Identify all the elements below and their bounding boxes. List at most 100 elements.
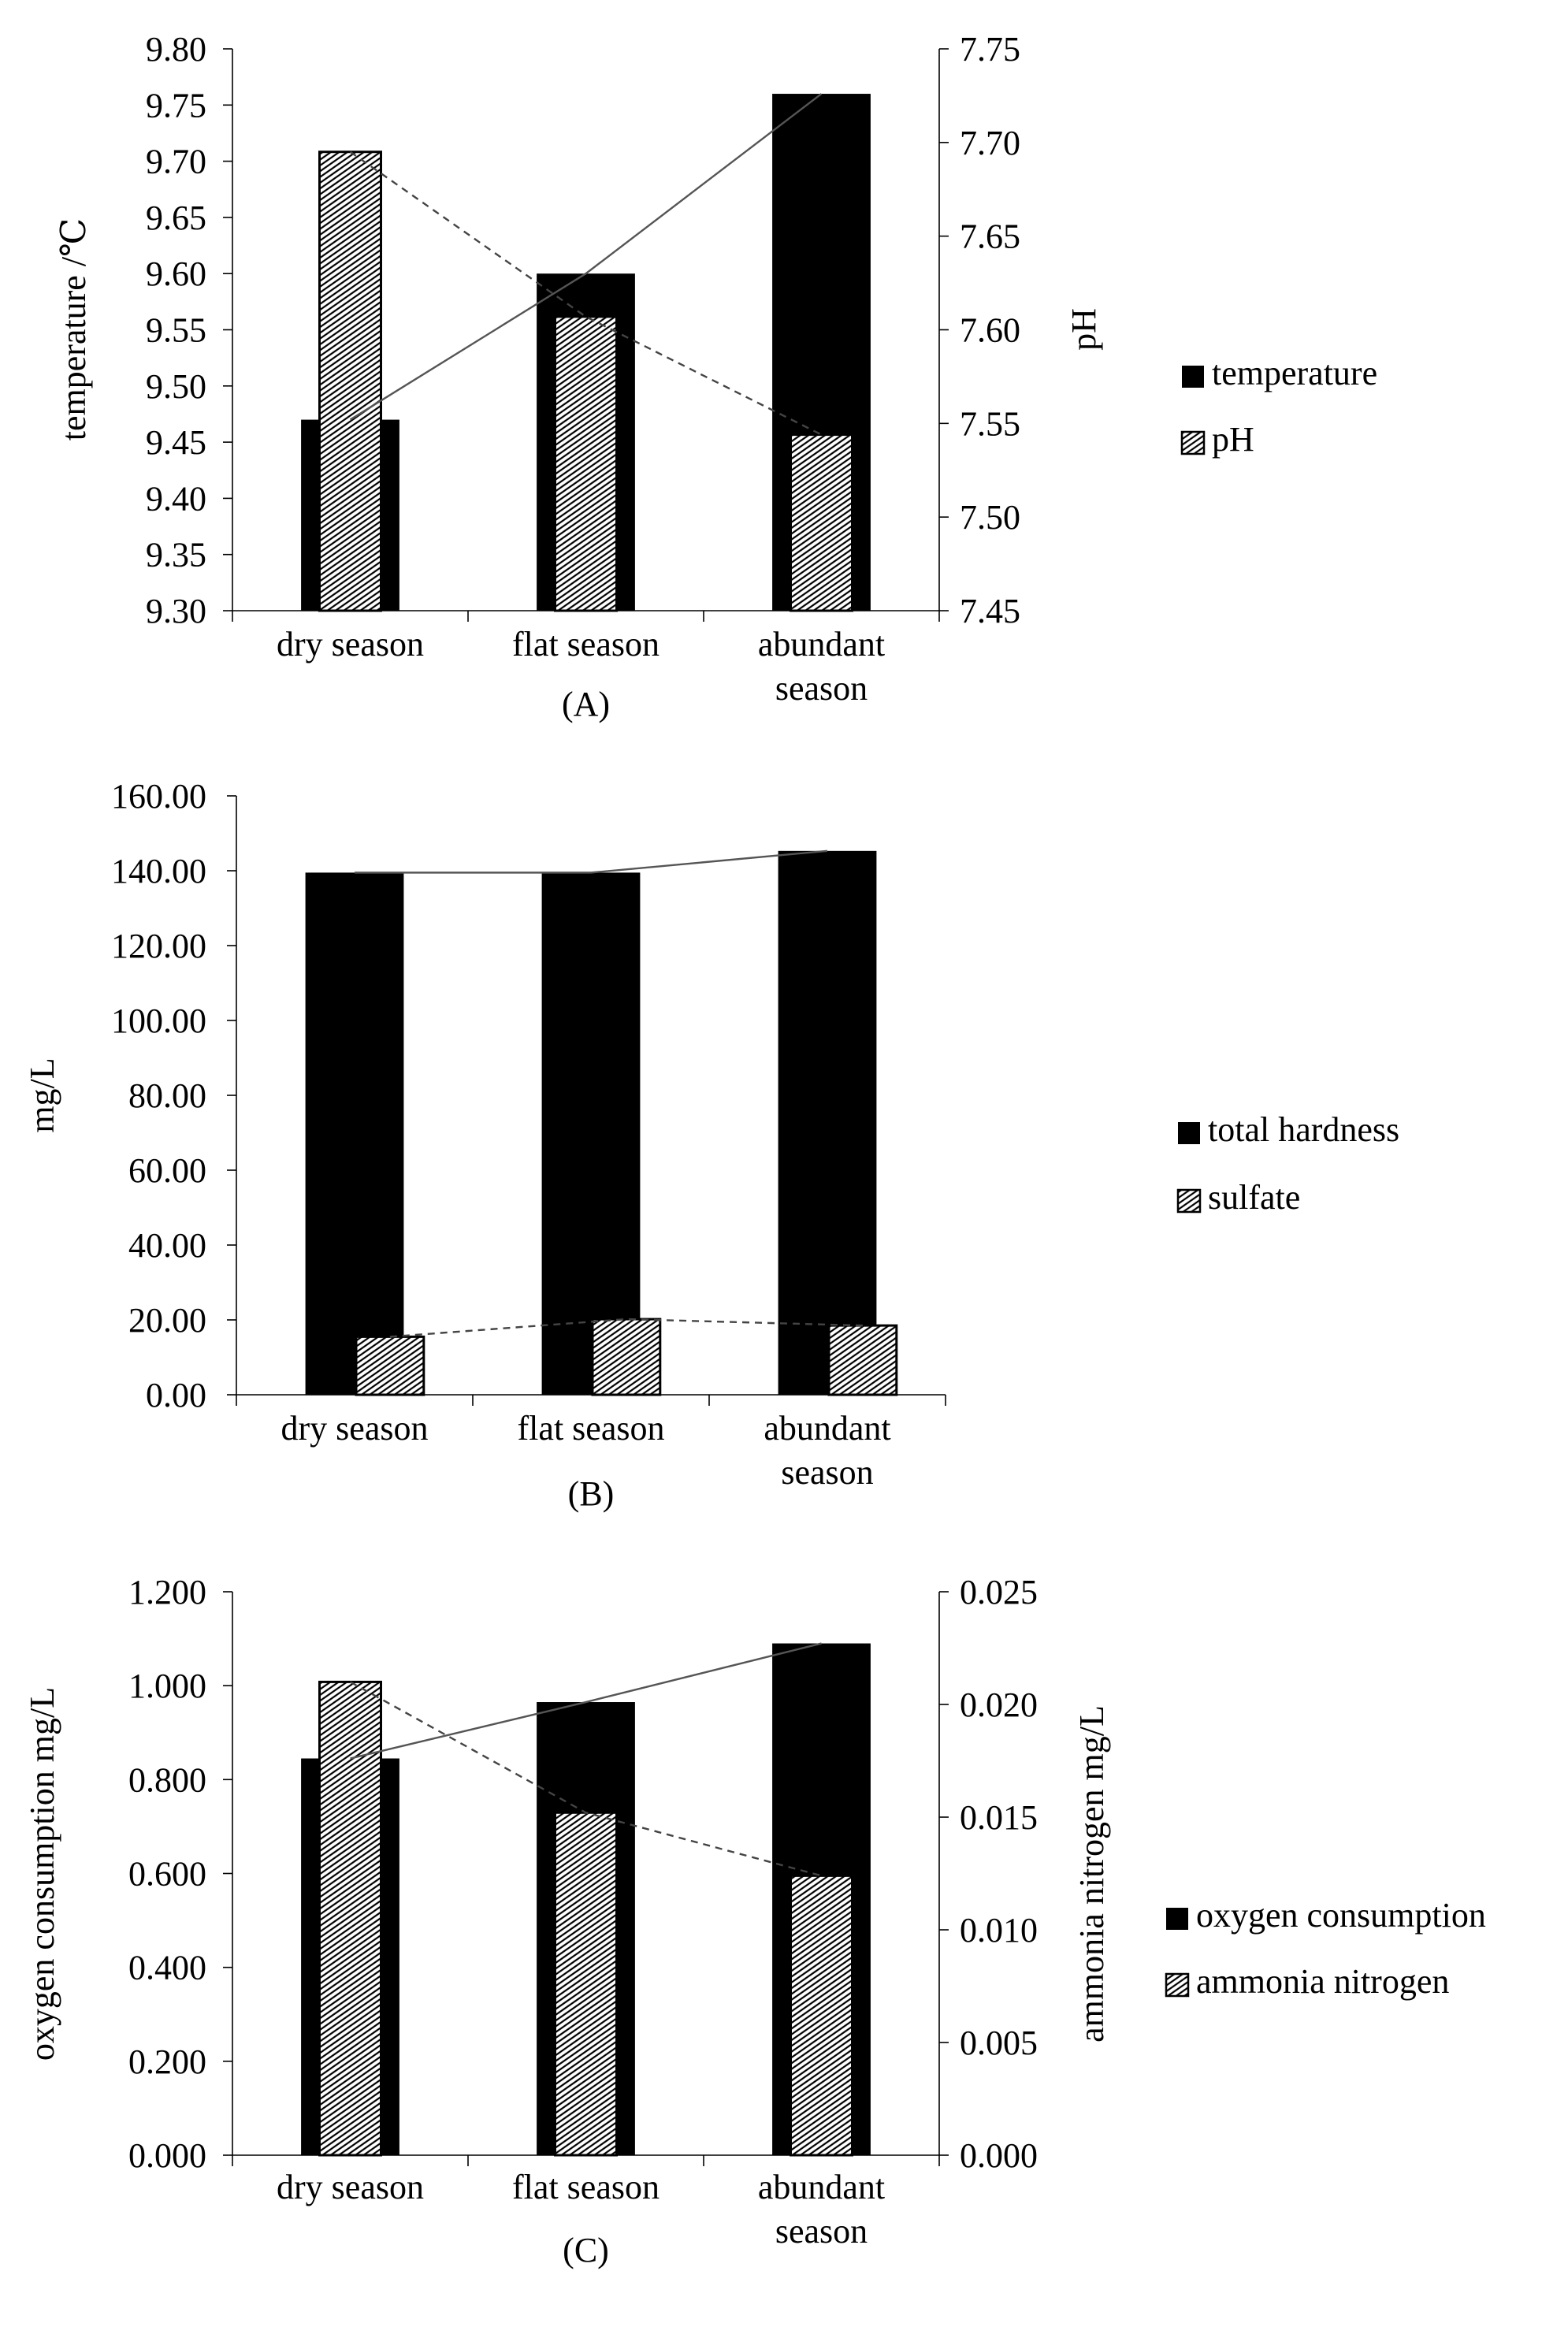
category-label-line: dry season [277,625,424,663]
bar-sulfate [591,1318,662,1396]
left-tick-label: 1.000 [128,1667,206,1705]
left-tick-label: 20.00 [128,1301,206,1340]
right-tick-label: 7.60 [960,311,1020,350]
left-tick-label: 80.00 [128,1076,206,1115]
right-tick-label: 7.45 [960,592,1020,630]
bar-sulfate [827,1324,898,1396]
left-tick-label: 120.00 [111,927,206,965]
left-tick-label: 0.400 [128,1949,206,1987]
right-tick-label: 7.55 [960,404,1020,443]
bar-total-hardness [541,872,641,1395]
left-tick-label: 0.800 [128,1760,206,1799]
bar-pH [318,151,382,612]
category-label-line: abundant [758,2168,885,2206]
left-tick-label: 9.60 [146,255,206,293]
legend-swatch-sulfate [1176,1188,1202,1214]
left-tick-label: 9.40 [146,479,206,518]
bar-ammonia-nitrogen [318,1680,382,2157]
right-tick-label: 0.000 [960,2136,1038,2175]
right-axis-title: ammonia nitrogen mg/L [1072,1705,1111,2042]
chart-panel-2: 0.00 20.00 40.00 60.00 80.00 100.00 120.00 140.… [23,777,1399,1513]
left-tick-label: 9.65 [146,199,206,237]
left-tick-label: 1.200 [128,1573,206,1611]
legend-label-temperature: temperature [1212,354,1377,392]
right-tick-label: 7.50 [960,498,1020,537]
category-label-line: flat season [518,1409,665,1448]
left-tick-label: 9.55 [146,311,206,350]
trend-line-sulfate [389,1318,863,1338]
category-label-line: flat season [512,2168,660,2206]
category-label-line: abundant [764,1409,890,1448]
right-tick-label: 7.70 [960,124,1020,162]
panel-label: (B) [568,1474,615,1513]
category-label-line: abundant [758,625,885,663]
trend-line-total-hardness [355,849,828,874]
legend-label-sulfate: sulfate [1208,1178,1300,1217]
right-tick-label: 7.75 [960,30,1020,69]
right-axis-title: pH [1065,308,1103,351]
category-label-line: dry season [277,2168,424,2206]
chart-panels: 9.30 9.35 9.40 9.45 9.50 9.55 9.60 9.65 9.70 9.75… [23,30,1486,2269]
category-label-line: season [781,1453,873,1492]
legend-swatch-total-hardness [1178,1122,1200,1144]
legend-label-oxygen-consumption: oxygen consumption [1196,1896,1486,1935]
bar-ammonia-nitrogen [790,1874,853,2157]
category-label: abundant season [758,2168,885,2251]
left-tick-label: 9.75 [146,86,206,125]
legend-label-total-hardness: total hardness [1208,1110,1399,1149]
left-axis-title: oxygen consumption mg/L [23,1687,61,2061]
bar-ammonia-nitrogen [554,1811,618,2157]
right-tick-label: 0.010 [960,1911,1038,1950]
left-tick-label: 140.00 [111,852,206,890]
left-tick-label: 9.35 [146,536,206,574]
bar-total-hardness [305,872,404,1395]
right-tick-label: 0.005 [960,2024,1038,2062]
panel-label: (C) [563,2231,609,2269]
right-tick-label: 0.025 [960,1573,1038,1611]
legend-label-ammonia-nitrogen: ammonia nitrogen [1196,1962,1449,2001]
legend-swatch-oxygen-consumption [1166,1908,1188,1930]
category-label: dry season [277,2168,424,2206]
left-tick-label: 9.30 [146,592,206,630]
category-label-line: season [775,669,868,708]
left-tick-label: 60.00 [128,1151,206,1190]
left-tick-label: 160.00 [111,777,206,816]
right-tick-label: 0.020 [960,1686,1038,1724]
bar-total-hardness [778,850,877,1395]
category-label: flat season [512,625,660,663]
category-label: dry season [277,625,424,663]
legend-swatch-pH [1180,430,1206,455]
left-tick-label: 0.000 [128,2136,206,2175]
bar-sulfate [355,1335,425,1396]
left-axis-title: temperature /℃ [54,218,93,441]
left-tick-label: 9.70 [146,143,206,181]
panel-label: (A) [562,685,610,723]
category-label: abundant season [758,625,885,708]
trend-line-oxygen-consumption [350,1642,822,1760]
category-label-line: season [775,2212,868,2251]
legend-swatch-ammonia-nitrogen [1165,1972,1190,1998]
right-tick-label: 0.015 [960,1798,1038,1837]
left-tick-label: 9.80 [146,30,206,69]
bar-pH [554,315,618,612]
legend-label-pH: pH [1212,420,1254,459]
category-label: flat season [518,1409,665,1448]
left-tick-label: 40.00 [128,1226,206,1265]
right-tick-label: 7.65 [960,217,1020,256]
chart-panel-3: 0.000 0.200 0.400 0.600 0.800 1.000 1.200 0.000… [23,1573,1486,2269]
trend-line-temperature [349,93,823,421]
bar-pH [790,433,853,612]
left-tick-label: 0.200 [128,2042,206,2081]
left-tick-label: 9.50 [146,367,206,406]
category-label-line: flat season [512,625,660,663]
left-tick-label: 100.00 [111,1002,206,1040]
left-axis-title: mg/L [23,1057,61,1132]
category-label: abundant season [764,1409,890,1492]
legend-swatch-temperature [1182,366,1204,388]
trend-line-ammonia-nitrogen [349,1681,822,1877]
left-tick-label: 0.00 [146,1376,206,1414]
category-label-line: dry season [281,1409,429,1448]
chart-panel-1: 9.30 9.35 9.40 9.45 9.50 9.55 9.60 9.65 9.70 9.75… [54,30,1377,723]
left-tick-label: 0.600 [128,1855,206,1894]
